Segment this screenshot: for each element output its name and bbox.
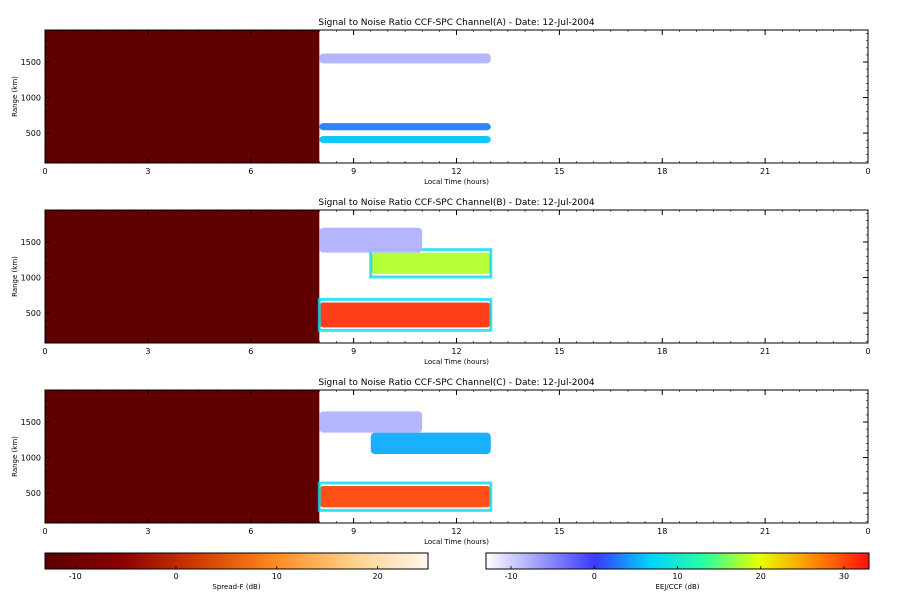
x-tick-label: 9 bbox=[351, 527, 356, 536]
heatmap-region-edge bbox=[369, 248, 493, 279]
y-tick-label: 500 bbox=[26, 489, 41, 498]
x-tick-label: 0 bbox=[865, 527, 870, 536]
panel-title: Signal to Noise Ratio CCF-SPC Channel(A)… bbox=[318, 18, 594, 28]
x-tick-label: 21 bbox=[760, 167, 770, 176]
y-axis-label: Range (km) bbox=[11, 256, 19, 297]
heatmap-region-1 bbox=[45, 30, 320, 163]
heatmap-region-edge bbox=[317, 481, 493, 512]
x-tick-label: 9 bbox=[351, 167, 356, 176]
colorbar-tick-label: -10 bbox=[504, 572, 517, 581]
colorbar-label: EEJ/CCF (dB) bbox=[655, 583, 699, 591]
x-tick-label: 21 bbox=[760, 527, 770, 536]
x-tick-label: 9 bbox=[351, 347, 356, 356]
heatmap-region-1 bbox=[45, 210, 320, 343]
y-tick-label: 1500 bbox=[21, 238, 41, 247]
x-tick-label: 15 bbox=[554, 347, 564, 356]
y-tick-label: 1500 bbox=[21, 418, 41, 427]
y-tick-label: 1500 bbox=[21, 58, 41, 67]
colorbar-tick-label: 10 bbox=[272, 572, 282, 581]
colorbar-tick-label: 20 bbox=[756, 572, 766, 581]
y-tick-label: 1000 bbox=[21, 94, 41, 103]
heatmap-region-3 bbox=[370, 252, 491, 275]
x-tick-label: 3 bbox=[145, 527, 150, 536]
heatmap-region-2 bbox=[319, 486, 491, 508]
colorbar-eej-ccf: -10 0 10 20 30 EEJ/CCF (dB) bbox=[485, 552, 870, 591]
heatmap-region-3 bbox=[319, 123, 491, 131]
colorbar-tick-label: -10 bbox=[69, 572, 82, 581]
x-axis-label: Local Time (hours) bbox=[424, 538, 489, 546]
heatmap-region-2 bbox=[319, 302, 491, 328]
panel-3: 0 3 6 9 12 15 18 21 0 500 1000 1500 Signal to Noise … bbox=[11, 378, 871, 546]
x-tick-label: 0 bbox=[42, 527, 47, 536]
x-tick-label: 15 bbox=[554, 527, 564, 536]
colorbar-tick-label: 30 bbox=[839, 572, 849, 581]
y-tick-label: 500 bbox=[26, 129, 41, 138]
x-tick-label: 0 bbox=[865, 347, 870, 356]
x-tick-label: 21 bbox=[760, 347, 770, 356]
heatmap-region-2 bbox=[319, 135, 491, 144]
x-tick-label: 18 bbox=[657, 527, 667, 536]
panel-title: Signal to Noise Ratio CCF-SPC Channel(B)… bbox=[318, 198, 594, 208]
colorbar-tick-label: 10 bbox=[672, 572, 682, 581]
y-axis-label: Range (km) bbox=[11, 436, 19, 477]
x-tick-label: 12 bbox=[451, 167, 461, 176]
x-tick-label: 0 bbox=[42, 347, 47, 356]
y-tick-label: 1000 bbox=[21, 274, 41, 283]
heatmap-region-4 bbox=[319, 227, 423, 253]
heatmap-region-4 bbox=[319, 411, 423, 433]
x-tick-label: 12 bbox=[451, 347, 461, 356]
x-tick-label: 12 bbox=[451, 527, 461, 536]
colorbar-label: Spread-F (dB) bbox=[212, 583, 260, 591]
colorbar-gradient bbox=[44, 552, 429, 570]
panel-title: Signal to Noise Ratio CCF-SPC Channel(C)… bbox=[318, 378, 595, 388]
y-axis-label: Range (km) bbox=[11, 76, 19, 117]
colorbar-spread-f: -10 0 10 20 Spread-F (dB) bbox=[44, 552, 429, 591]
x-tick-label: 6 bbox=[248, 167, 253, 176]
heatmap-region-1 bbox=[45, 390, 320, 523]
x-tick-label: 15 bbox=[554, 167, 564, 176]
heatmap-region-4 bbox=[319, 53, 491, 64]
y-tick-label: 1000 bbox=[21, 454, 41, 463]
x-tick-label: 18 bbox=[657, 347, 667, 356]
colorbar-tick-label: 0 bbox=[173, 572, 178, 581]
x-tick-label: 3 bbox=[145, 167, 150, 176]
x-axis-label: Local Time (hours) bbox=[424, 358, 489, 366]
heatmap-region-edge bbox=[317, 297, 493, 332]
x-tick-label: 3 bbox=[145, 347, 150, 356]
y-tick-label: 500 bbox=[26, 309, 41, 318]
x-tick-label: 6 bbox=[248, 527, 253, 536]
x-tick-label: 0 bbox=[42, 167, 47, 176]
colorbar-tick-label: 20 bbox=[373, 572, 383, 581]
x-tick-label: 0 bbox=[865, 167, 870, 176]
panel-2: 0 3 6 9 12 15 18 21 0 500 1000 1500 Signal to Noise … bbox=[11, 198, 871, 366]
x-axis-label: Local Time (hours) bbox=[424, 178, 489, 186]
colorbar-tick-label: 0 bbox=[592, 572, 597, 581]
x-tick-label: 6 bbox=[248, 347, 253, 356]
colorbars: -10 0 10 20 Spread-F (dB) -10 0 10 20 30 EEJ/CCF (… bbox=[44, 552, 870, 591]
x-tick-label: 18 bbox=[657, 167, 667, 176]
panel-1: 0 3 6 9 12 15 18 21 0 500 1000 1500 Signal to Noise … bbox=[11, 18, 871, 186]
heatmap-region-3 bbox=[370, 432, 491, 455]
